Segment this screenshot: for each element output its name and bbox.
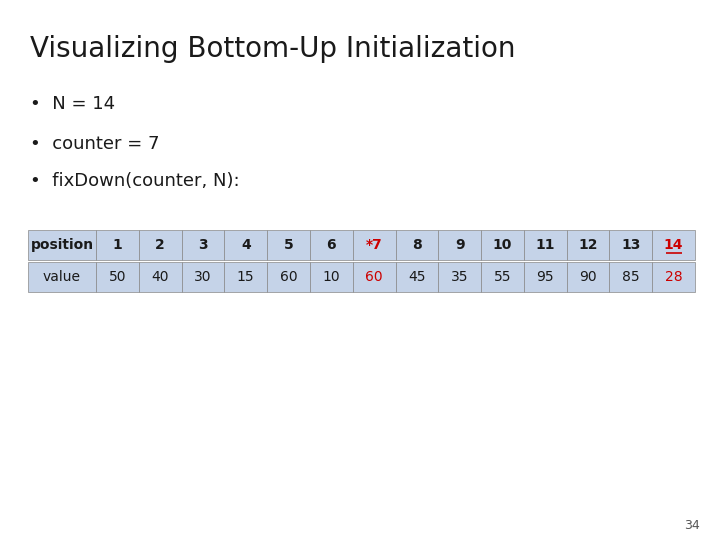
Text: 8: 8 [412,238,422,252]
FancyBboxPatch shape [267,230,310,260]
FancyBboxPatch shape [524,230,567,260]
FancyBboxPatch shape [353,230,395,260]
FancyBboxPatch shape [28,230,96,260]
FancyBboxPatch shape [267,262,310,292]
FancyBboxPatch shape [567,262,609,292]
Text: 50: 50 [109,270,126,284]
Text: 35: 35 [451,270,469,284]
FancyBboxPatch shape [438,230,481,260]
FancyBboxPatch shape [28,262,96,292]
FancyBboxPatch shape [225,262,267,292]
Text: •  N = 14: • N = 14 [30,95,115,113]
FancyBboxPatch shape [395,230,438,260]
Text: 13: 13 [621,238,641,252]
FancyBboxPatch shape [652,262,695,292]
Text: •  counter = 7: • counter = 7 [30,135,160,153]
FancyBboxPatch shape [139,262,181,292]
FancyBboxPatch shape [395,262,438,292]
Text: 85: 85 [622,270,639,284]
FancyBboxPatch shape [310,262,353,292]
Text: Visualizing Bottom-Up Initialization: Visualizing Bottom-Up Initialization [30,35,516,63]
Text: 90: 90 [579,270,597,284]
Text: 10: 10 [492,238,512,252]
FancyBboxPatch shape [96,230,139,260]
Text: 12: 12 [578,238,598,252]
FancyBboxPatch shape [139,230,181,260]
FancyBboxPatch shape [609,230,652,260]
FancyBboxPatch shape [310,230,353,260]
FancyBboxPatch shape [181,262,225,292]
Text: 55: 55 [494,270,511,284]
Text: 40: 40 [151,270,169,284]
Text: 5: 5 [284,238,294,252]
Text: 28: 28 [665,270,683,284]
FancyBboxPatch shape [481,262,524,292]
Text: position: position [30,238,94,252]
FancyBboxPatch shape [609,262,652,292]
Text: 6: 6 [326,238,336,252]
Text: 9: 9 [455,238,464,252]
FancyBboxPatch shape [567,230,609,260]
FancyBboxPatch shape [353,262,395,292]
Text: 60: 60 [280,270,297,284]
Text: 95: 95 [536,270,554,284]
Text: 2: 2 [156,238,165,252]
FancyBboxPatch shape [96,262,139,292]
FancyBboxPatch shape [438,262,481,292]
Text: 45: 45 [408,270,426,284]
Text: 10: 10 [323,270,340,284]
Text: •  fixDown(counter, N):: • fixDown(counter, N): [30,172,240,190]
Text: 30: 30 [194,270,212,284]
Text: 11: 11 [536,238,555,252]
FancyBboxPatch shape [652,230,695,260]
Text: 4: 4 [241,238,251,252]
Text: 14: 14 [664,238,683,252]
Text: *7: *7 [366,238,382,252]
Text: 60: 60 [365,270,383,284]
FancyBboxPatch shape [524,262,567,292]
Text: 15: 15 [237,270,255,284]
Text: 3: 3 [198,238,208,252]
Text: 1: 1 [112,238,122,252]
Text: value: value [43,270,81,284]
FancyBboxPatch shape [225,230,267,260]
FancyBboxPatch shape [481,230,524,260]
Text: 34: 34 [684,519,700,532]
FancyBboxPatch shape [181,230,225,260]
